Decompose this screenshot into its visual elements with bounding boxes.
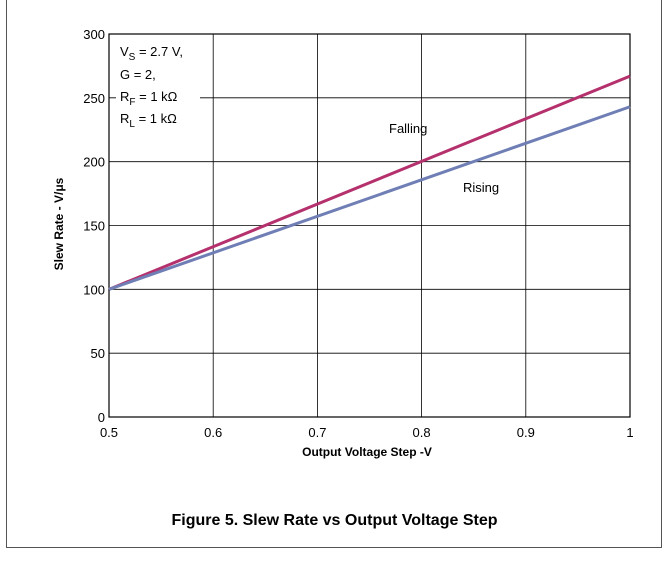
y-tick-label: 200	[83, 155, 105, 170]
y-axis-title: Slew Rate - V/μs	[52, 177, 66, 270]
y-tick-label: 250	[83, 91, 105, 106]
x-tick-label: 0.7	[308, 425, 326, 440]
conditions-box-bg	[116, 38, 200, 130]
y-tick-label: 50	[91, 346, 105, 361]
series-label-falling: Falling	[389, 121, 427, 136]
figure-frame	[6, 0, 662, 548]
x-tick-label: 0.5	[100, 425, 118, 440]
series-line-falling	[108, 74, 631, 291]
y-tick-label: 300	[83, 27, 105, 42]
condition-gain: G = 2,	[120, 67, 156, 82]
series-lines	[108, 74, 631, 291]
slew-rate-chart: 0.5 0.6 0.7 0.8 0.9 1 0 50 100 150 200 250 300 VS = …	[52, 27, 634, 459]
x-tick-label: 1	[626, 425, 633, 440]
condition-rl: RL = 1 kΩ	[120, 111, 177, 130]
y-tick-label: 0	[98, 410, 105, 425]
condition-rf: RF = 1 kΩ	[120, 89, 178, 108]
x-axis-title: Output Voltage Step -V	[302, 445, 432, 459]
x-tick-label: 0.6	[204, 425, 222, 440]
condition-vs: VS = 2.7 V,	[120, 44, 183, 63]
series-line-rising	[108, 105, 631, 291]
series-label-rising: Rising	[463, 180, 499, 195]
figure-caption: Figure 5. Slew Rate vs Output Voltage St…	[171, 512, 498, 529]
x-tick-label: 0.8	[413, 425, 431, 440]
y-tick-label: 100	[83, 282, 105, 297]
tick-labels: 0.5 0.6 0.7 0.8 0.9 1 0 50 100 150 200 250 300	[83, 27, 633, 440]
y-tick-label: 150	[83, 219, 105, 234]
grid	[109, 34, 630, 417]
x-tick-label: 0.9	[517, 425, 535, 440]
plot-area-border	[108, 33, 631, 418]
